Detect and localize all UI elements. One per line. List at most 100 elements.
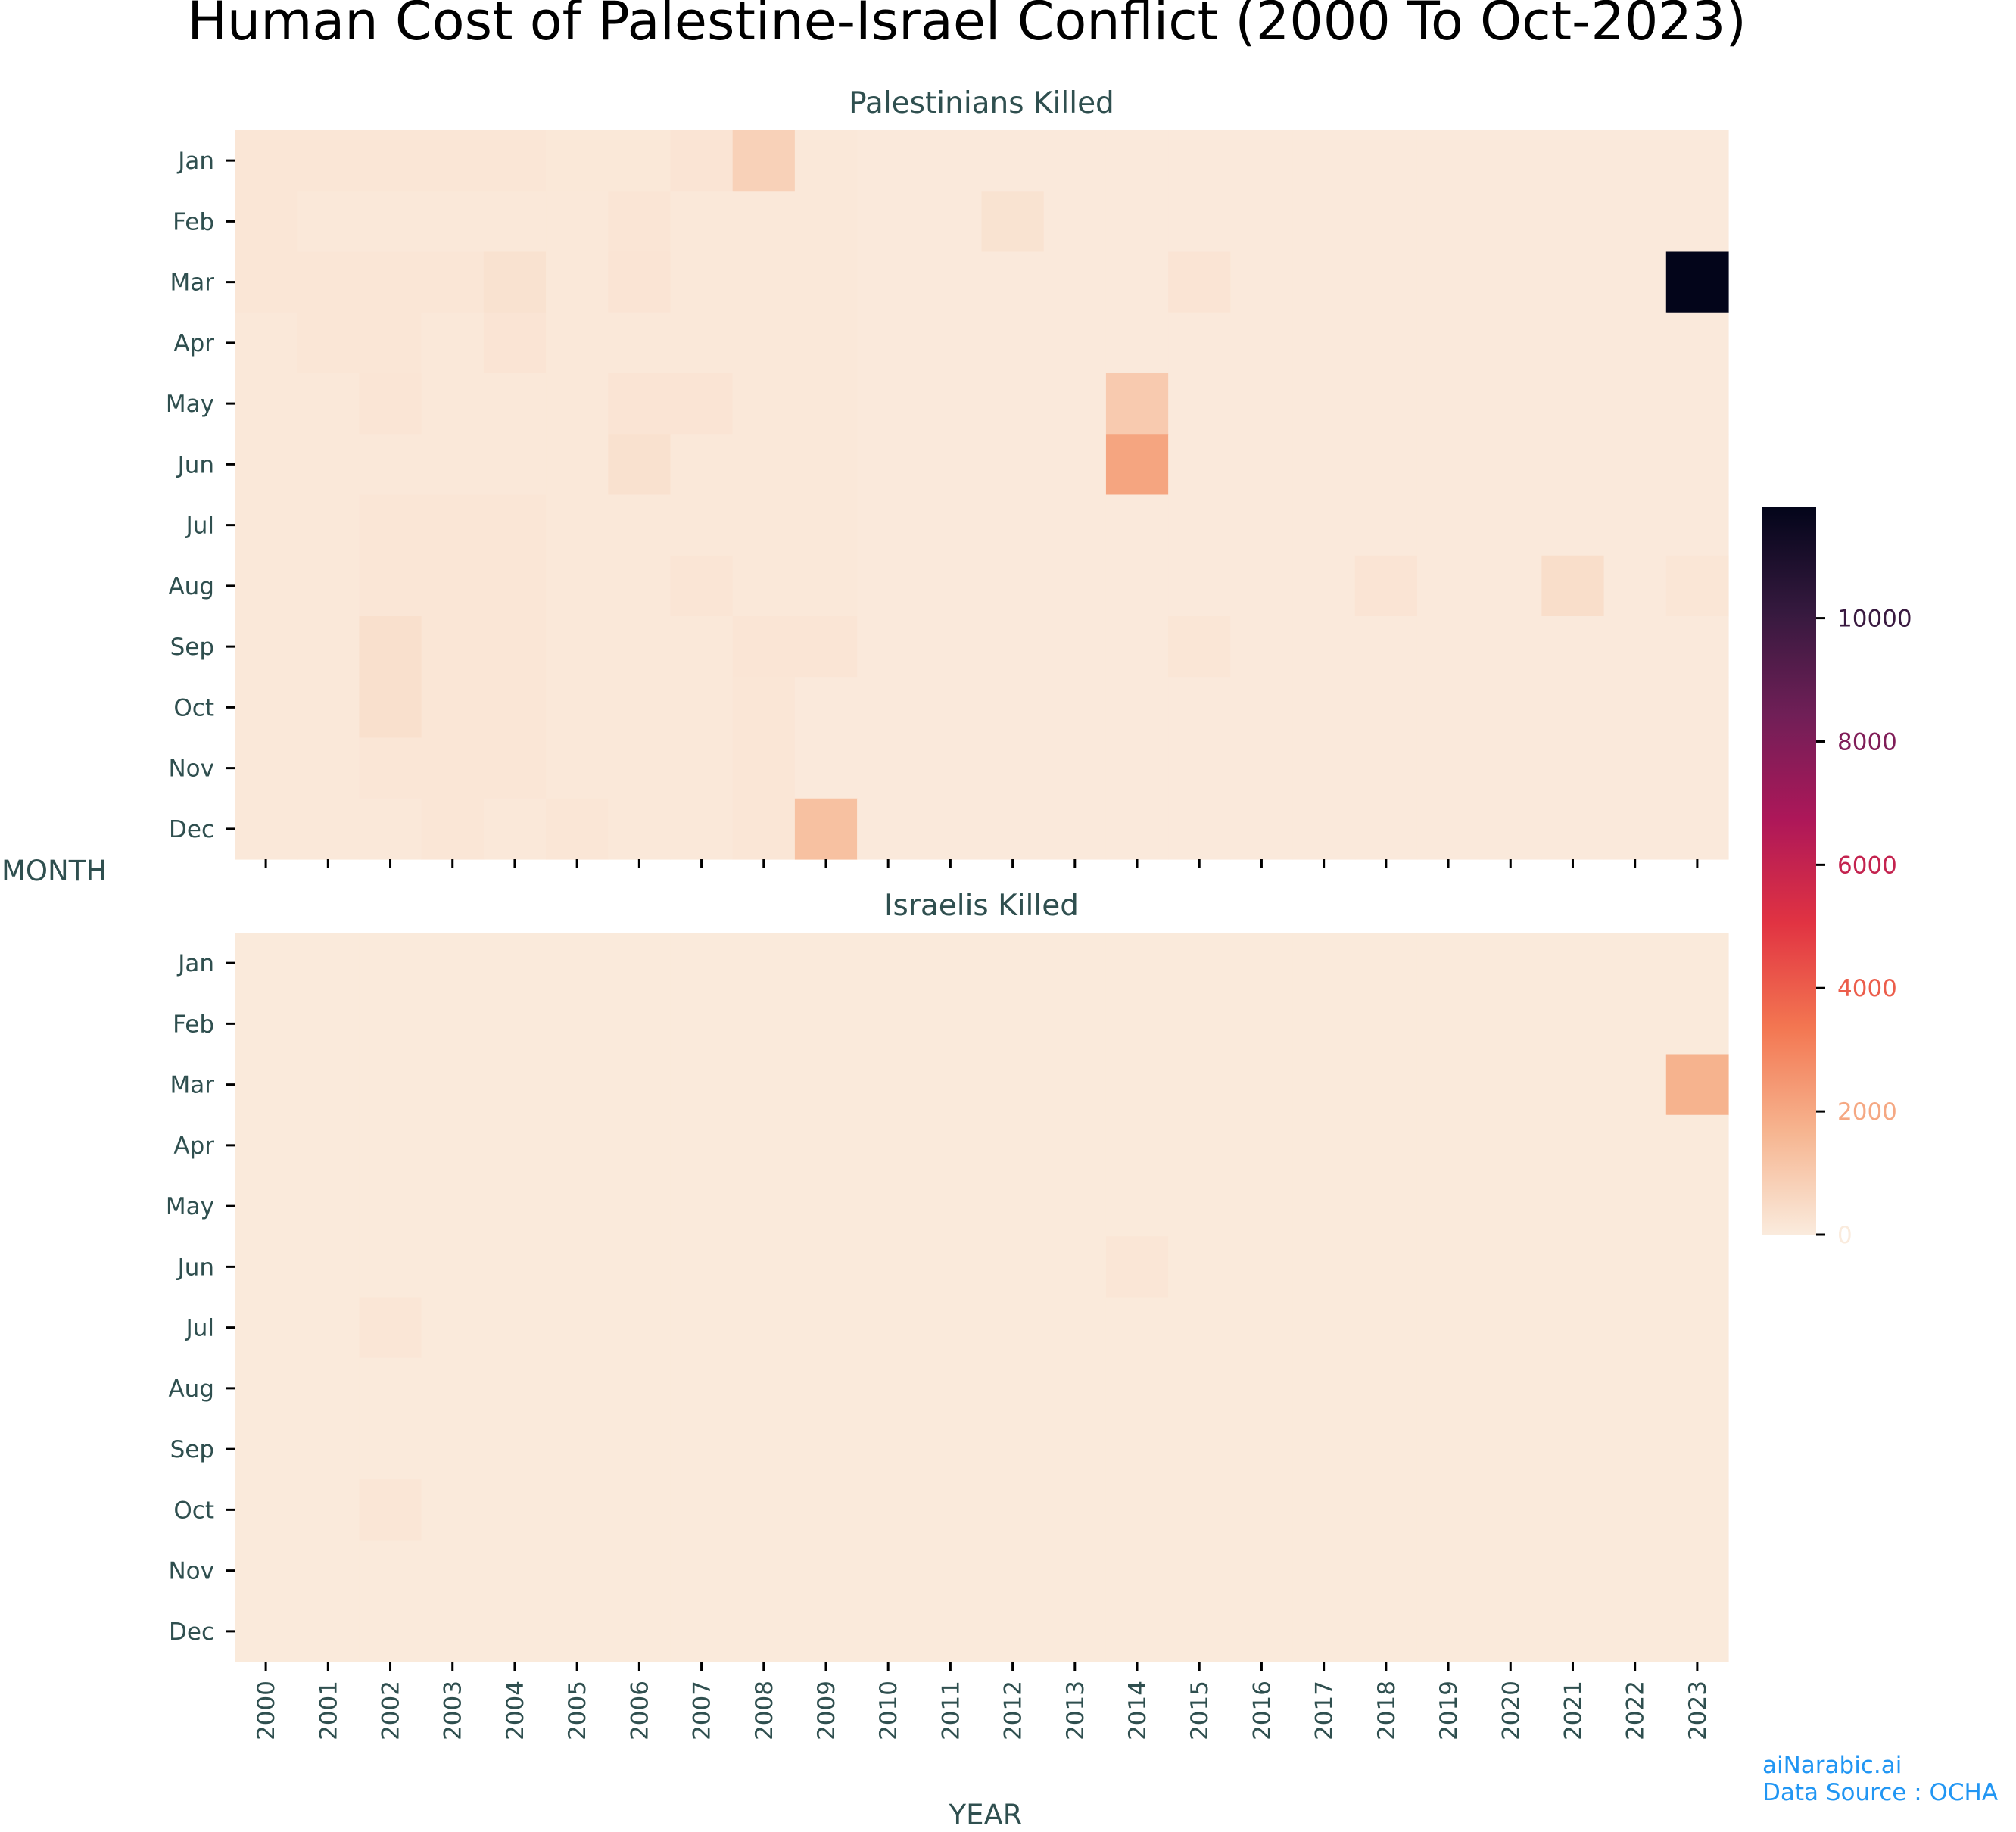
heatmap-cell: [1354, 191, 1418, 253]
heatmap-cell: [1354, 1419, 1418, 1480]
heatmap-cell: [1479, 1419, 1542, 1480]
heatmap-cell: [919, 798, 983, 860]
heatmap-cell: [1043, 1114, 1107, 1176]
heatmap-cell: [1479, 1600, 1542, 1662]
heatmap-cell: [1354, 434, 1418, 496]
heatmap-cell: [1541, 1236, 1605, 1298]
heatmap-cell: [857, 933, 920, 994]
x-tick-label: 2016: [1248, 1681, 1276, 1740]
heatmap-cell: [1168, 494, 1231, 556]
heatmap-cell: [1105, 434, 1169, 496]
heatmap-cell: [1603, 1114, 1667, 1176]
heatmap-cell: [1416, 1357, 1480, 1419]
heatmap-cell: [1105, 1479, 1169, 1541]
heatmap-cell: [1292, 434, 1356, 496]
heatmap-cell: [1416, 373, 1480, 435]
footer-data-source: Data Source : OCHA: [1762, 1779, 1999, 1806]
heatmap-cell: [732, 312, 796, 374]
heatmap-cell: [1479, 1540, 1542, 1602]
heatmap-cell: [421, 616, 485, 678]
heatmap-cell: [1043, 933, 1107, 994]
heatmap-cell: [297, 191, 360, 253]
heatmap-cell: [1292, 1236, 1356, 1298]
heatmap-cell: [1541, 1297, 1605, 1359]
heatmap-cell: [1292, 251, 1356, 313]
x-tick-label: 2013: [1062, 1681, 1089, 1740]
heatmap-cell: [1105, 737, 1169, 799]
heatmap-cell: [608, 933, 671, 994]
chart-title: Human Cost of Palestine-Israel Conflict …: [187, 0, 1746, 52]
heatmap-cell: [235, 191, 298, 253]
heatmap-cell: [1230, 1297, 1294, 1359]
heatmap-cell: [919, 494, 983, 556]
heatmap-cell: [1043, 798, 1107, 860]
heatmap-cell: [919, 1479, 983, 1541]
heatmap-cell: [981, 1419, 1045, 1480]
heatmap-cell: [1043, 1297, 1107, 1359]
heatmap-cell: [1292, 1054, 1356, 1116]
heatmap-cell: [981, 616, 1045, 678]
heatmap-cell: [1105, 1114, 1169, 1176]
heatmap-cell: [1479, 933, 1542, 994]
heatmap-cell: [421, 1479, 485, 1541]
heatmap-cell: [1479, 1176, 1542, 1237]
heatmap-cell: [919, 1600, 983, 1662]
heatmap-cell: [670, 251, 734, 313]
heatmap-cell: [421, 737, 485, 799]
heatmap-cell: [235, 434, 298, 496]
heatmap-cell: [1230, 1419, 1294, 1480]
heatmap-cell: [1292, 494, 1356, 556]
heatmap-cell: [1416, 737, 1480, 799]
heatmap-cell: [981, 130, 1045, 192]
heatmap-cell: [670, 677, 734, 739]
heatmap-cell: [1105, 1176, 1169, 1237]
heatmap-cell: [1230, 677, 1294, 739]
heatmap-cell: [608, 373, 671, 435]
x-tick-label: 2004: [502, 1681, 529, 1740]
heatmap-cell: [546, 1357, 609, 1419]
heatmap-cell: [981, 1176, 1045, 1237]
heatmap-cell: [359, 434, 422, 496]
heatmap-cell: [359, 798, 422, 860]
heatmap-cell: [483, 616, 547, 678]
heatmap-cell: [483, 933, 547, 994]
heatmap-cell: [1168, 1236, 1231, 1298]
heatmap-cell: [359, 1114, 422, 1176]
heatmap-cell: [1105, 1297, 1169, 1359]
heatmap-cell: [297, 130, 360, 192]
x-tick-label: 2019: [1435, 1681, 1463, 1740]
heatmap-cell: [1230, 993, 1294, 1055]
panel-subtitle: Palestinians Killed: [849, 86, 1114, 120]
heatmap-cell: [608, 1236, 671, 1298]
heatmap-cell: [1168, 1419, 1231, 1480]
heatmap-cell: [483, 1297, 547, 1359]
heatmap-cell: [297, 1114, 360, 1176]
heatmap-cell: [1043, 1357, 1107, 1419]
heatmap-cell: [1168, 1357, 1231, 1419]
heatmap-cell: [732, 251, 796, 313]
heatmap-cell: [1665, 373, 1729, 435]
heatmap-cell: [981, 1114, 1045, 1176]
heatmap-cell: [670, 737, 734, 799]
x-tick-label: 2012: [1000, 1681, 1027, 1740]
heatmap-cell: [1603, 191, 1667, 253]
heatmap-cell: [1416, 434, 1480, 496]
heatmap-cell: [1665, 933, 1729, 994]
x-tick-label: 2003: [440, 1681, 467, 1740]
heatmap-cell: [608, 1479, 671, 1541]
y-tick-label: Jan: [176, 148, 214, 175]
heatmap-cell: [1665, 1054, 1729, 1116]
x-tick-label: 2017: [1311, 1681, 1338, 1740]
heatmap-cell: [670, 1419, 734, 1480]
heatmap-cell: [1043, 1479, 1107, 1541]
x-tick-label: 2018: [1373, 1681, 1401, 1740]
heatmap-cell: [857, 1297, 920, 1359]
heatmap-cell: [794, 434, 858, 496]
heatmap-cell: [546, 373, 609, 435]
heatmap-cell: [981, 373, 1045, 435]
heatmap-cell: [1043, 251, 1107, 313]
heatmap-cell: [919, 1176, 983, 1237]
heatmap-cell: [235, 1479, 298, 1541]
heatmap-cell: [1479, 1114, 1542, 1176]
heatmap-cell: [1105, 130, 1169, 192]
